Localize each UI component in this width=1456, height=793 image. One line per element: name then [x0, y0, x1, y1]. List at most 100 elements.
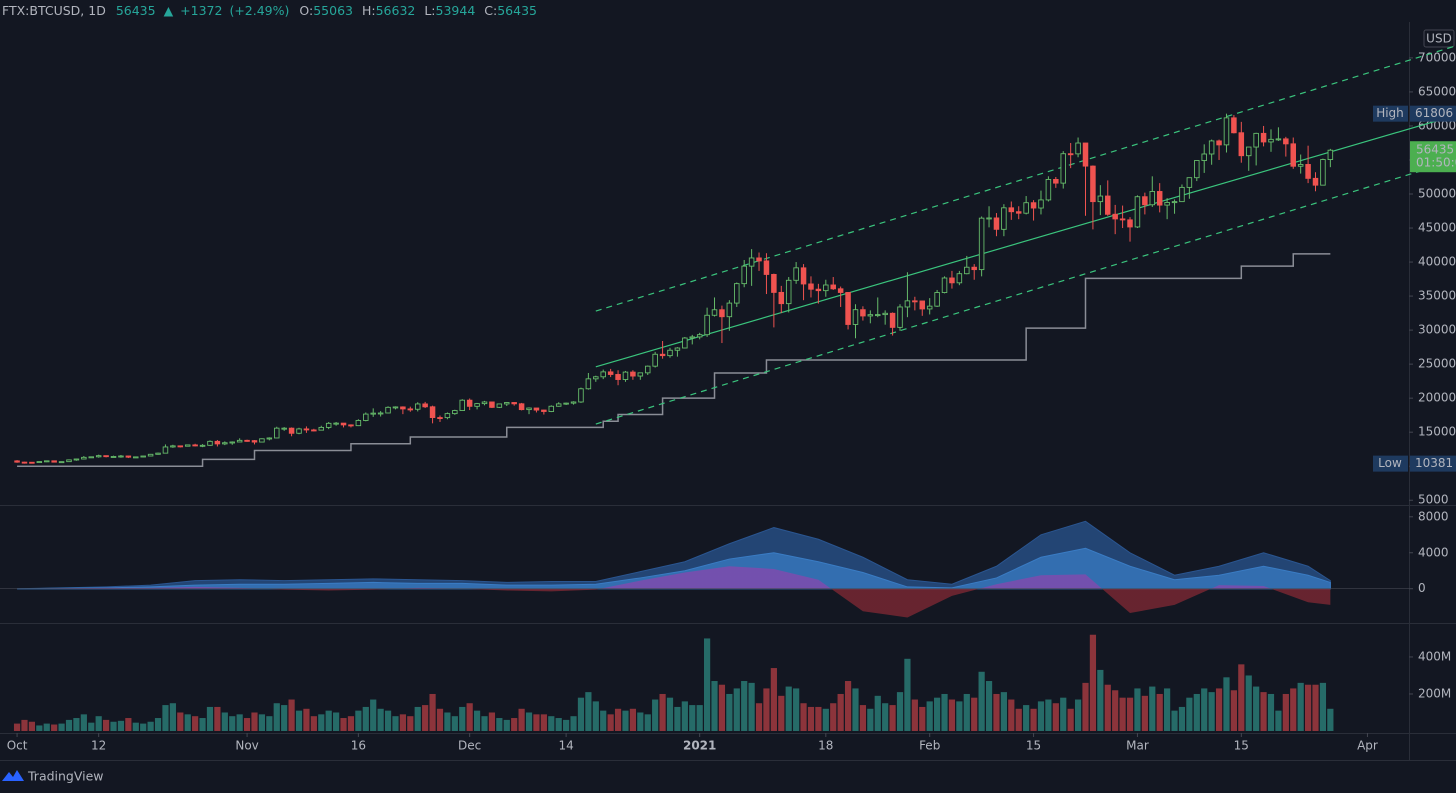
- candle-body: [296, 428, 302, 434]
- candle-body: [785, 279, 792, 305]
- volume-bar: [1275, 710, 1282, 731]
- candle-body: [1119, 218, 1126, 221]
- volume-bar: [318, 714, 325, 731]
- candle-body: [912, 300, 918, 303]
- volume-bar: [696, 705, 703, 731]
- volume-bar: [644, 714, 651, 731]
- candle-body: [407, 408, 414, 411]
- candle-body: [860, 309, 866, 317]
- y-tick-label: 50000: [1418, 187, 1456, 201]
- y-tick-label: 45000: [1418, 221, 1456, 235]
- x-tick-label: Oct: [7, 739, 28, 753]
- volume-bar: [1052, 703, 1059, 731]
- candle-body: [734, 283, 740, 304]
- macd-tick-label: 0: [1418, 581, 1426, 595]
- volume-bar: [51, 724, 58, 731]
- volume-bar: [525, 712, 533, 731]
- volume-bar: [1082, 682, 1089, 731]
- volume-bar: [288, 699, 295, 731]
- volume-bar: [637, 712, 644, 731]
- candle-body: [1231, 117, 1237, 134]
- volume-bar: [140, 723, 147, 731]
- brand[interactable]: TradingView: [2, 769, 104, 784]
- volume-bar: [310, 716, 317, 731]
- volume-bar: [147, 721, 154, 731]
- candle-body: [622, 371, 629, 380]
- volume-bar: [1067, 708, 1074, 731]
- currency[interactable]: USD: [1426, 32, 1452, 46]
- symbol: FTX:BTCUSD, 1D: [2, 3, 106, 18]
- volume-bar: [206, 706, 214, 731]
- candle-body: [199, 444, 206, 447]
- volume-bar: [592, 701, 599, 731]
- candle-body: [926, 305, 933, 310]
- candle-body: [1134, 196, 1141, 228]
- volume-bar: [540, 714, 547, 731]
- volume-bar: [785, 686, 792, 731]
- volume-bar: [948, 699, 956, 731]
- volume-bar: [681, 701, 688, 731]
- volume-bar: [822, 708, 829, 731]
- volume-bar: [429, 693, 436, 731]
- candle-body: [459, 399, 465, 411]
- y-tick-label: 65000: [1418, 84, 1456, 98]
- volume-bar: [258, 714, 266, 731]
- candle-body: [251, 440, 258, 443]
- candle-body: [444, 413, 451, 419]
- volume-bar: [1149, 686, 1156, 731]
- countdown: 01:50:0: [1416, 156, 1456, 170]
- candle-body: [288, 427, 295, 434]
- volume-bar: [896, 692, 904, 731]
- volume-bar: [340, 718, 347, 731]
- brand-name[interactable]: TradingView: [27, 769, 104, 784]
- volume-bar: [570, 716, 577, 731]
- volume-bar: [993, 693, 1000, 731]
- low-value: 53944: [436, 3, 476, 18]
- macd-area: [17, 566, 1331, 618]
- candle-body: [600, 371, 606, 378]
- volume-bar: [243, 718, 251, 731]
- candle-body: [845, 292, 851, 325]
- legend-header: FTX:BTCUSD, 1D 56435 ▲ +1372 (+2.49%) O:…: [2, 3, 537, 18]
- candle-body: [110, 456, 117, 458]
- volume-bar: [355, 710, 362, 731]
- currency-box[interactable]: [1423, 29, 1455, 48]
- candle-body: [704, 314, 710, 336]
- candle-body: [1105, 195, 1111, 215]
- candle-body: [355, 420, 362, 427]
- volume-bar: [1215, 688, 1223, 731]
- candle-body: [815, 288, 822, 292]
- volume-bar: [1074, 699, 1082, 731]
- volume-bar: [347, 716, 355, 731]
- volume-bar: [295, 710, 303, 731]
- candle-body: [118, 455, 124, 458]
- candle-body: [934, 292, 940, 307]
- volume-bar: [162, 705, 169, 731]
- candle-body: [177, 445, 184, 448]
- volume-bar: [58, 723, 65, 731]
- candle-body: [474, 403, 480, 407]
- candle-body: [1208, 140, 1215, 155]
- x-tick-label: 15: [1026, 739, 1041, 753]
- volume-bar: [1319, 682, 1327, 731]
- volume-bar: [384, 710, 392, 731]
- candle-body: [1268, 138, 1274, 143]
- candle-body: [1201, 153, 1207, 161]
- volume-bar: [481, 716, 488, 731]
- volume-bar: [132, 722, 139, 731]
- candle-body: [511, 402, 517, 405]
- candle-body: [578, 388, 584, 403]
- candle-body: [437, 417, 443, 420]
- x-tick-label: 2021: [683, 739, 716, 753]
- volume-bar: [614, 708, 622, 731]
- candle-body: [259, 438, 265, 443]
- candle-body: [1290, 143, 1297, 167]
- candle-body: [941, 277, 948, 293]
- y-tick-label: 60000: [1418, 118, 1456, 132]
- candle-body: [103, 455, 109, 458]
- volume-bar: [934, 697, 941, 731]
- volume-bar: [103, 719, 110, 731]
- volume-bar: [800, 703, 807, 731]
- volume-bar: [21, 719, 28, 731]
- brand-logo[interactable]: [2, 770, 24, 781]
